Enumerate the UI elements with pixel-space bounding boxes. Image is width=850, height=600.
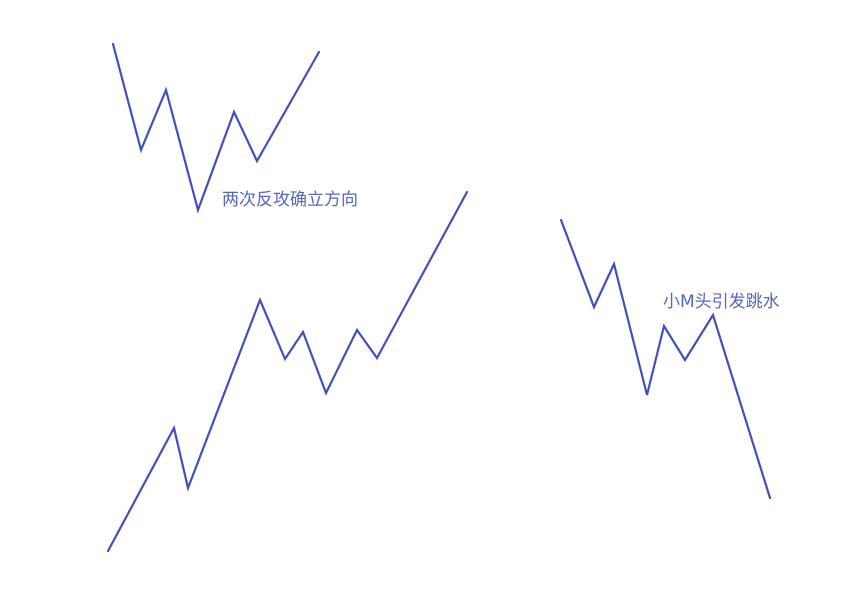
two-tests-annotation: 两次反攻确立方向 (222, 190, 358, 210)
small-m-top-line (559, 218, 772, 500)
uptrend-line (106, 190, 469, 553)
small-m-top-annotation: 小M头引发跳水 (663, 292, 780, 312)
double-bottom-line (111, 42, 321, 214)
